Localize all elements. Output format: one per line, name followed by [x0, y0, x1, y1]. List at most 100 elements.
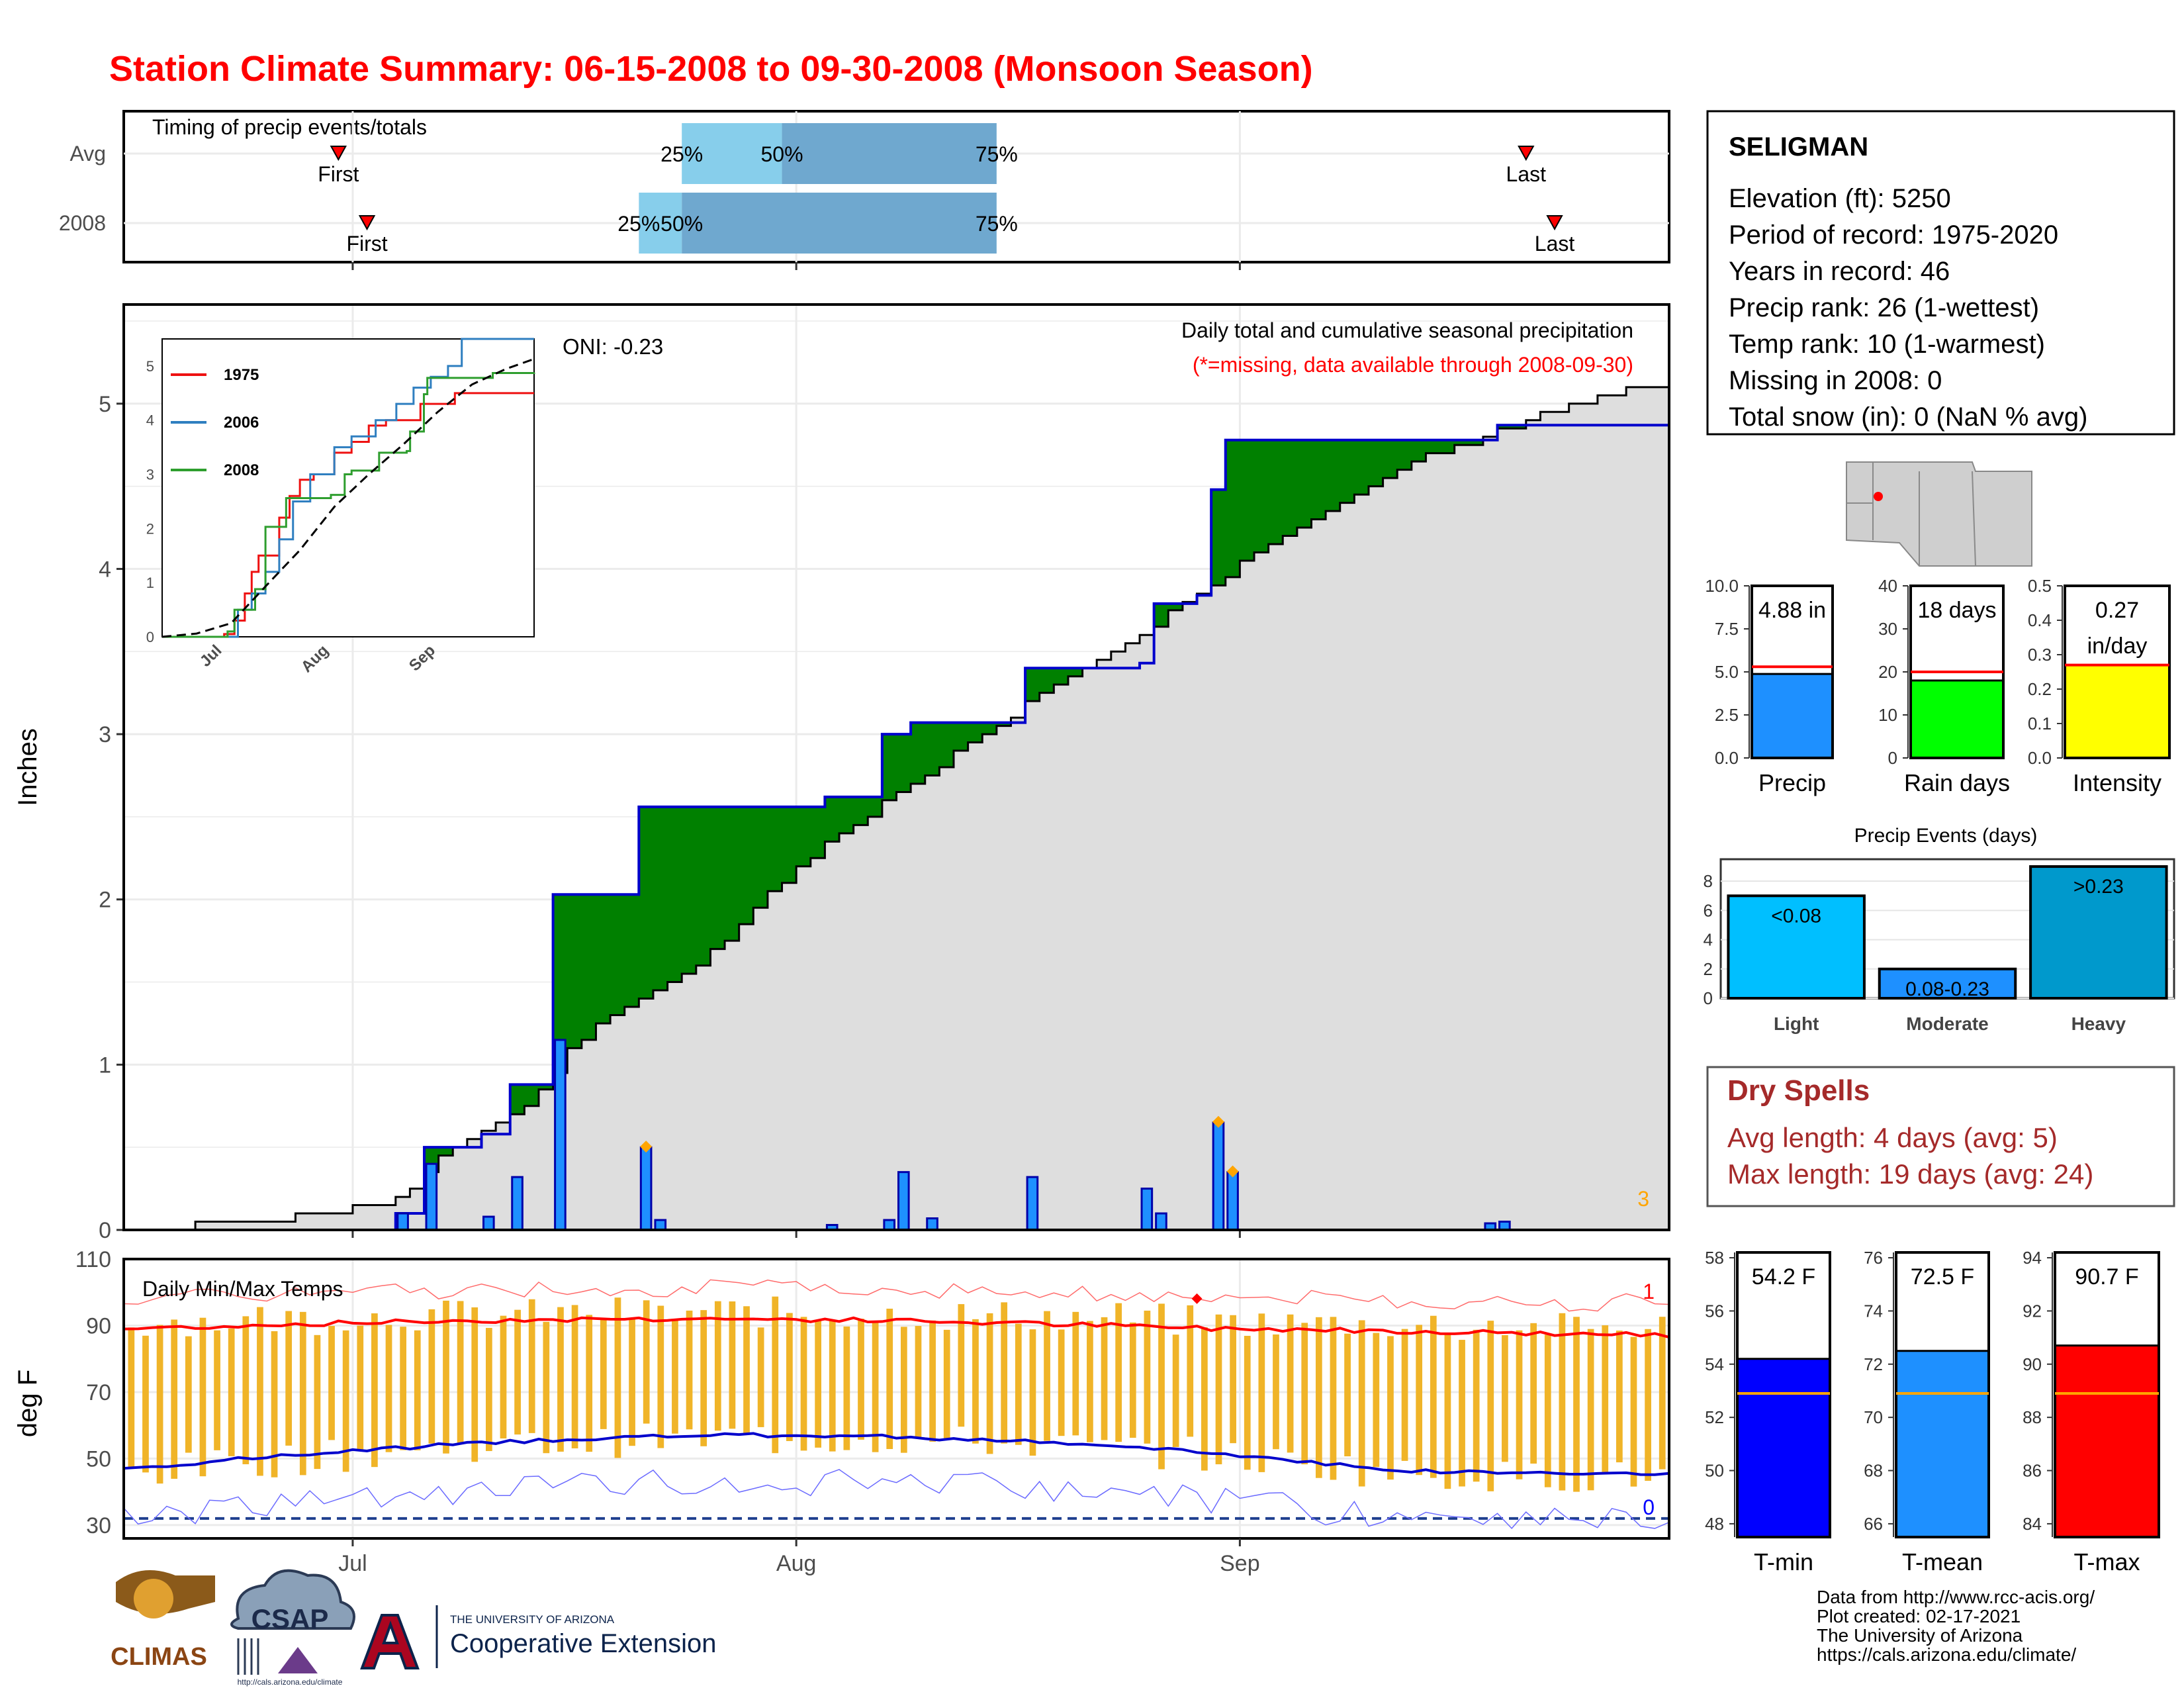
csap-logo: CSAP http://cals.arizona.edu/climate	[230, 1569, 355, 1687]
tbar-0-y-tick-label: 54	[1705, 1354, 1724, 1374]
daily-temp-range-bar	[357, 1325, 364, 1451]
x-axis-tick-label: Sep	[1220, 1551, 1260, 1576]
events-bar	[1727, 894, 1866, 1000]
climas-logo-sun	[134, 1579, 173, 1618]
daily-temp-range-bar	[586, 1315, 593, 1452]
csap-mountain-icon	[278, 1647, 318, 1673]
precip-events-chart: Precip Events (days) 0 2 4 6 8 <0.08 Light 0.08…	[1704, 825, 2175, 1034]
daily-temp-range-bar	[943, 1329, 950, 1440]
daily-temp-range-bar	[514, 1309, 521, 1435]
timing-pct-label: 25%	[617, 212, 660, 236]
daily-temp-range-bar	[1344, 1333, 1351, 1457]
temps-plot-bg	[124, 1259, 1669, 1538]
flag-marker	[1212, 1115, 1224, 1128]
daily-temp-range-bar	[629, 1319, 635, 1446]
daily-precip-bar	[1226, 1171, 1239, 1231]
average-low-line	[123, 1432, 1670, 1476]
temps-y-label: deg F	[13, 1370, 42, 1437]
daily-temp-range-bar	[1158, 1303, 1165, 1470]
season-totals-charts: 0.0 2.5 5.0 7.5 10.0 4.88 in Precip 0 10 20 30 40 18…	[1705, 576, 2171, 796]
timing-title: Timing of precip events/totals	[152, 115, 427, 139]
totals-2-y-tick-label: 0.5	[2028, 576, 2052, 596]
time-x-axis: Jul Aug Sep	[338, 1538, 1260, 1576]
totals-0-y-tick-label: 5.0	[1715, 662, 1739, 682]
events-category-label: Light	[1774, 1013, 1819, 1034]
above-average-fill	[1025, 668, 1040, 702]
daily-temp-range-bar	[929, 1320, 936, 1442]
above-average-fill	[725, 806, 740, 941]
station-temp-rank: Temp rank: 10 (1-warmest)	[1729, 330, 2045, 359]
above-average-fill	[1311, 440, 1326, 520]
daily-temp-range-bar	[1087, 1321, 1093, 1442]
record-low-line	[123, 1469, 1670, 1530]
daily-temp-range-bar	[257, 1307, 263, 1476]
timing-marker-label: First	[346, 232, 387, 256]
events-title: Precip Events (days)	[1854, 825, 2038, 847]
daily-temp-range-bar	[1101, 1317, 1108, 1440]
csap-rain-lines	[237, 1638, 259, 1675]
daily-temp-range-bar	[342, 1330, 349, 1472]
tbar-0-bar	[1737, 1358, 1830, 1537]
above-average-fill	[1368, 440, 1384, 487]
daily-temp-range-bar	[185, 1336, 192, 1453]
above-average-fill	[739, 806, 754, 925]
daily-temp-range-bar	[915, 1326, 922, 1438]
station-precip-rank: Precip rank: 26 (1-wettest)	[1729, 293, 2039, 322]
timing-pct-label: 75%	[976, 212, 1018, 236]
inset-series-2008	[162, 372, 535, 638]
temps-y-tick-label: 30	[86, 1513, 111, 1538]
timing-marker-label: Last	[1535, 232, 1575, 256]
daily-temp-range-bar	[500, 1315, 507, 1439]
inset-y-tick-label: 3	[146, 467, 154, 483]
csap-logo-text: CSAP	[251, 1603, 329, 1634]
oni-text: ONI: -0.23	[563, 334, 663, 359]
precip-frame	[122, 303, 1670, 1231]
totals-2-category-label: Intensity	[2073, 769, 2161, 796]
timing-q2-bar	[682, 193, 997, 254]
daily-precip-bar	[482, 1215, 495, 1231]
events-y-tick-label: 0	[1704, 988, 1713, 1008]
inset-y-tick-label: 2	[146, 520, 154, 537]
daily-precip-bar	[425, 1162, 438, 1231]
tbar-1-value-label: 72.5 F	[1911, 1264, 1974, 1289]
totals-0-y-tick-label: 7.5	[1715, 619, 1739, 639]
inset-y-tick-label: 1	[146, 575, 154, 591]
station-name: SELIGMAN	[1729, 132, 1868, 162]
daily-temp-range-bar	[843, 1326, 850, 1450]
above-average-fill	[624, 894, 639, 1007]
ua-logo: THE UNIVERSITY OF ARIZONA Cooperative Ex…	[360, 1605, 716, 1669]
daily-temp-range-bar	[900, 1327, 907, 1453]
daily-temp-range-bar	[557, 1307, 564, 1452]
daily-temp-range-bar	[314, 1335, 321, 1470]
totals-2-y-tick-label: 0.0	[2028, 748, 2052, 768]
ua-logo-line1: THE UNIVERSITY OF ARIZONA	[450, 1613, 615, 1626]
above-average-fill	[1211, 489, 1226, 586]
x-axis-tick-label: Jul	[338, 1551, 367, 1576]
precip-caption: Daily total and cumulative seasonal prec…	[1181, 318, 1633, 342]
timing-marker	[330, 146, 347, 162]
daily-temp-range-bar	[457, 1301, 464, 1443]
daily-precip-bar	[883, 1219, 896, 1231]
csap-logo-url: http://cals.arizona.edu/climate	[238, 1677, 343, 1687]
daily-temp-range-bar	[242, 1316, 250, 1464]
totals-0-y-tick-label: 0.0	[1715, 748, 1739, 768]
daily-temp-range-bar	[1659, 1317, 1666, 1470]
above-average-fill	[853, 796, 868, 825]
above-average-fill	[782, 806, 797, 883]
above-average-fill	[1039, 668, 1054, 693]
daily-temp-range-bar	[385, 1325, 392, 1452]
dry-spells-frame	[1706, 1066, 2175, 1207]
daily-temp-range-bar	[128, 1327, 135, 1468]
daily-precip-bar	[1155, 1212, 1167, 1231]
daily-temp-range-bar	[199, 1317, 206, 1477]
timing-row-label-avg: Avg	[69, 142, 106, 165]
footer-line-1: Data from http://www.rcc-acis.org/	[1817, 1587, 2095, 1607]
above-average-fill	[1340, 440, 1355, 503]
locator-map-land	[1846, 461, 2032, 567]
above-average-fill	[968, 722, 983, 743]
ua-a-icon	[360, 1614, 420, 1669]
events-bar	[2029, 865, 2168, 1000]
daily-temp-range-bar	[400, 1327, 407, 1450]
daily-temp-range-bar	[171, 1319, 178, 1479]
